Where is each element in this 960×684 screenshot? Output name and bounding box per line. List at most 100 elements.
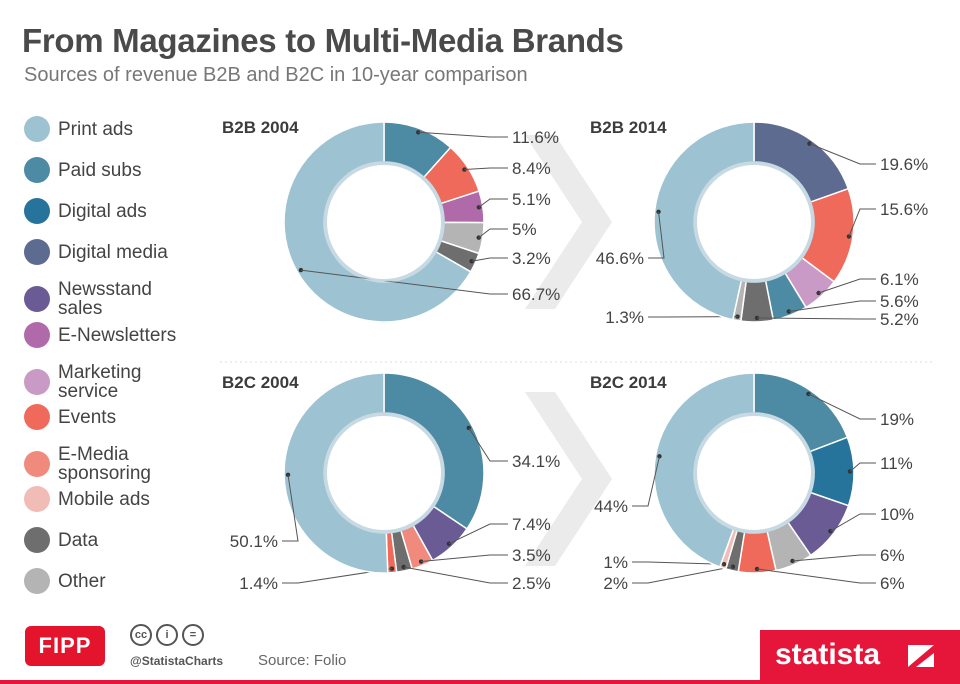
legend-swatch: [24, 568, 50, 594]
leader-line: [471, 257, 508, 262]
data-label: 11.6%: [512, 128, 559, 147]
legend-label: Other: [58, 570, 106, 592]
legend-label: Marketing service: [58, 362, 142, 402]
data-label: 3.5%: [512, 546, 551, 565]
data-label: 34.1%: [512, 452, 560, 471]
leader-line: [403, 566, 508, 584]
data-label: 10%: [880, 505, 914, 524]
cc-icon: cc: [130, 624, 152, 646]
legend-label: Mobile ads: [58, 488, 150, 510]
legend-item: Newsstand sales: [24, 280, 152, 318]
leader-line: [788, 300, 876, 312]
leader-line: [448, 523, 508, 545]
data-label: 50.1%: [230, 532, 278, 551]
leader-dot: [418, 559, 424, 564]
legend-item: Events: [24, 404, 116, 430]
leader-line: [757, 317, 876, 320]
leader-line: [818, 278, 876, 294]
legend-item: E-Newsletters: [24, 322, 176, 348]
donut-hole: [693, 412, 815, 534]
legend-item: Digital media: [24, 239, 168, 265]
chart-title: From Magazines to Multi-Media Brands: [22, 22, 624, 59]
legend-swatch: [24, 198, 50, 224]
data-label: 6.1%: [880, 270, 919, 289]
data-label: 8.4%: [512, 159, 551, 178]
legend-label: Paid subs: [58, 159, 142, 181]
donut-hole: [323, 412, 445, 534]
leader-line: [809, 143, 876, 165]
leader-line: [421, 554, 508, 563]
data-label: 1.3%: [605, 308, 644, 327]
legend-swatch: [24, 286, 50, 312]
legend-label: E-Newsletters: [58, 324, 177, 346]
data-label: 2%: [603, 574, 628, 593]
legend-swatch: [24, 369, 50, 395]
donut-title: B2C 2014: [590, 373, 667, 392]
fipp-logo: FIPP: [25, 626, 105, 666]
leader-line: [468, 427, 508, 462]
legend-swatch: [24, 322, 50, 348]
leader-line: [830, 513, 876, 532]
legend-item: Data: [24, 527, 98, 553]
leader-line: [282, 568, 392, 584]
statista-logo-text: statista: [775, 638, 881, 671]
donut-charts: B2B 2004 11.6% 8.4% 5.1% 5% 3.2% 66.7% B2B 2014…: [220, 118, 935, 593]
legend-swatch: [24, 451, 50, 477]
donut-title: B2C 2004: [222, 373, 299, 392]
leader-line: [478, 228, 508, 239]
leader-line: [808, 393, 876, 420]
leader-line: [464, 167, 508, 171]
data-label: 6%: [880, 574, 905, 593]
license-icons: cc i =: [130, 624, 204, 646]
legend-item: E-Media sponsoring: [24, 445, 151, 483]
leader-line: [632, 456, 660, 507]
donut-title: B2B 2004: [222, 118, 299, 137]
leader-line: [632, 561, 725, 565]
legend-swatch: [24, 527, 50, 553]
data-label: 5%: [512, 220, 537, 239]
legend-swatch: [24, 239, 50, 265]
data-label: 11%: [880, 454, 913, 473]
chart-subtitle: Sources of revenue B2B and B2C in 10-yea…: [24, 64, 528, 86]
leader-line: [756, 568, 876, 584]
data-label: 5.1%: [512, 190, 551, 209]
legend-item: Marketing service: [24, 363, 141, 401]
data-label: 7.4%: [512, 515, 551, 534]
data-label: 44%: [594, 497, 628, 516]
data-label: 19%: [880, 410, 914, 429]
legend-label: Digital media: [58, 241, 168, 263]
data-label: 1.4%: [239, 574, 278, 593]
data-label: 15.6%: [880, 200, 928, 219]
arrow-shape-top: [525, 135, 612, 309]
leader-line: [848, 208, 876, 237]
leader-dot: [469, 259, 474, 264]
data-label: 5.6%: [880, 292, 919, 311]
legend-label: E-Media sponsoring: [58, 444, 151, 484]
leader-line: [632, 566, 733, 584]
source-note: Source: Folio: [258, 652, 347, 669]
donut-hole: [323, 161, 445, 283]
data-label: 66.7%: [512, 285, 560, 304]
data-label: 2.5%: [512, 574, 551, 593]
no-derivatives-icon: =: [182, 624, 204, 646]
leader-line: [648, 211, 665, 259]
leader-line: [792, 554, 876, 562]
leader-line: [282, 474, 299, 542]
leader-dot: [416, 130, 421, 135]
footer-line: [0, 680, 960, 684]
leader-line: [849, 462, 876, 472]
data-label: 5.2%: [880, 310, 919, 329]
donut-title: B2B 2014: [590, 118, 667, 137]
data-label: 6%: [880, 546, 905, 565]
legend-label: Newsstand sales: [58, 279, 152, 319]
leader-dot: [462, 167, 467, 172]
legend-item: Print ads: [24, 116, 133, 142]
legend-item: Paid subs: [24, 157, 141, 183]
legend-label: Data: [58, 529, 99, 551]
legend-swatch: [24, 404, 50, 430]
legend-label: Events: [58, 406, 117, 428]
legend-swatch: [24, 157, 50, 183]
legend-swatch: [24, 486, 50, 512]
legend-item: Mobile ads: [24, 486, 150, 512]
donut-hole: [693, 161, 815, 283]
